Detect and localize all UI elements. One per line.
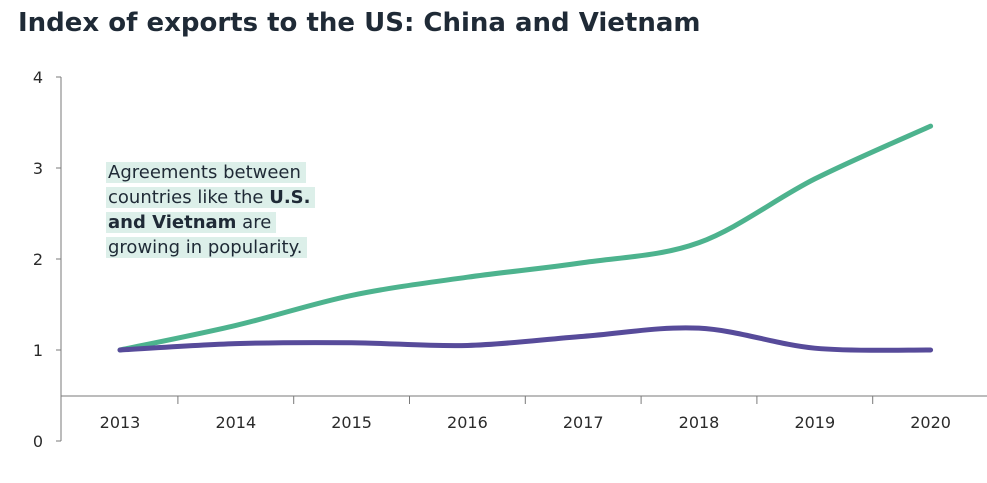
annotation-line-2: countries like the U.S. <box>106 187 316 208</box>
x-tick-label: 2014 <box>215 413 256 432</box>
annotation-us-bold: U.S. <box>269 187 311 208</box>
series-layer <box>117 123 934 353</box>
x-tick-label: 2018 <box>679 413 720 432</box>
y-tick-label: 0 <box>33 432 43 451</box>
annotation-vietnam-bold: and Vietnam <box>108 212 237 233</box>
series-line-2 <box>117 325 934 353</box>
x-tick-label: 2013 <box>100 413 141 432</box>
chart-title: Index of exports to the US: China and Vi… <box>18 8 701 38</box>
y-tick-label: 4 <box>33 68 43 87</box>
y-tick-label: 1 <box>33 341 43 360</box>
y-tick-label: 3 <box>33 159 43 178</box>
chart-annotation: Agreements between countries like the U.… <box>106 160 336 260</box>
chart-axes: 0 1 2 3 4 2013 2014 2015 2016 2017 2018 2019 2020 <box>33 68 987 451</box>
y-tick-label: 2 <box>33 250 43 269</box>
x-tick-label: 2020 <box>910 413 951 432</box>
series-line-1 <box>117 123 934 353</box>
annotation-line-2-text: countries like the <box>108 187 270 208</box>
annotation-line-1: Agreements between <box>106 162 306 183</box>
annotation-line-3: and Vietnam are <box>106 212 277 233</box>
x-tick-label: 2019 <box>794 413 835 432</box>
x-tick-label: 2015 <box>331 413 372 432</box>
annotation-line-4: growing in popularity. <box>106 237 308 258</box>
x-tick-label: 2017 <box>563 413 604 432</box>
annotation-line-3-text: are <box>236 212 272 233</box>
x-tick-label: 2016 <box>447 413 488 432</box>
